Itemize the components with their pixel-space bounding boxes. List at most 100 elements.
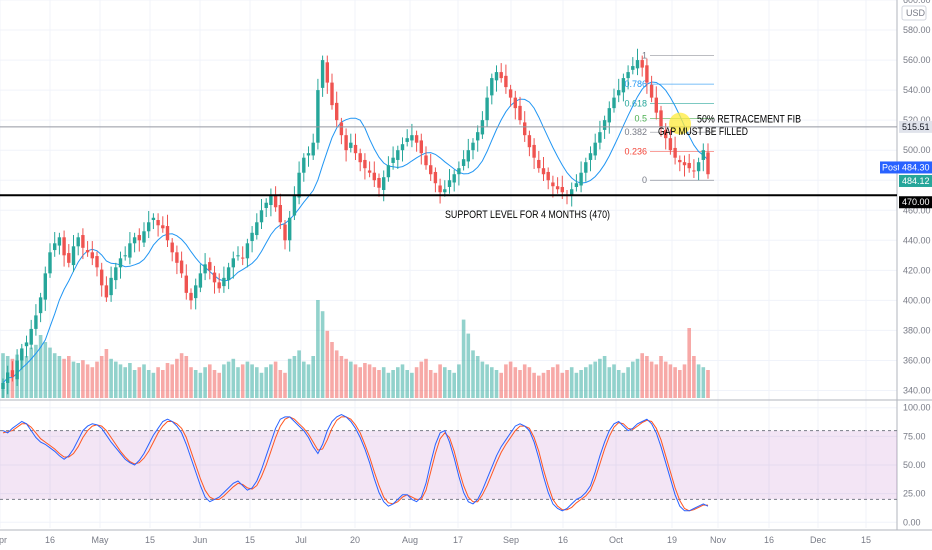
volume-bar bbox=[48, 347, 52, 398]
candle-body bbox=[692, 170, 696, 172]
candle bbox=[76, 232, 80, 256]
volume-bar bbox=[452, 372, 456, 398]
candle bbox=[231, 251, 235, 279]
candle bbox=[184, 264, 188, 300]
candle bbox=[269, 188, 273, 217]
candle bbox=[245, 238, 250, 268]
candle bbox=[635, 48, 640, 76]
volume-bar bbox=[673, 367, 677, 398]
candle bbox=[678, 155, 682, 172]
candle bbox=[593, 133, 597, 160]
candle bbox=[165, 214, 170, 248]
volume-bar bbox=[349, 361, 353, 398]
price-tick-label: 360.00 bbox=[903, 355, 931, 365]
candle bbox=[250, 226, 254, 253]
volume-bar bbox=[240, 364, 245, 398]
candle bbox=[344, 128, 348, 162]
volume-bar bbox=[631, 361, 635, 398]
candle bbox=[579, 161, 583, 193]
candle-body bbox=[236, 255, 240, 257]
candle bbox=[429, 153, 433, 181]
candle-body bbox=[579, 172, 583, 186]
time-tick-label: May bbox=[91, 535, 109, 545]
volume-bar bbox=[569, 367, 574, 398]
candle bbox=[194, 278, 198, 310]
candle bbox=[123, 246, 127, 261]
volume-bar bbox=[161, 370, 165, 398]
candle-body bbox=[241, 257, 245, 259]
volume-bar bbox=[508, 361, 513, 398]
volume-bar bbox=[682, 364, 687, 398]
volume-bar bbox=[532, 372, 536, 398]
candle bbox=[325, 55, 329, 94]
candle-body bbox=[15, 360, 19, 380]
candle bbox=[292, 186, 297, 221]
candle bbox=[377, 173, 381, 197]
volume-bar bbox=[494, 370, 499, 398]
candle bbox=[424, 146, 428, 170]
candle-body bbox=[43, 273, 47, 300]
candle bbox=[241, 246, 245, 266]
volume-bar bbox=[344, 358, 348, 398]
candle bbox=[372, 161, 376, 187]
candle-body bbox=[508, 89, 513, 98]
horizontal-levels[interactable] bbox=[0, 126, 897, 197]
time-axis[interactable]: Apr 16 May 15 Jun 15 Jul 20 Aug 17 Sep 16 Oct 19 Nov 16… bbox=[0, 535, 871, 545]
candle-body bbox=[396, 150, 400, 160]
stochastic-tick-label: 75.00 bbox=[903, 431, 926, 441]
candle bbox=[447, 168, 452, 194]
candle-body bbox=[226, 267, 231, 281]
candle bbox=[607, 101, 611, 134]
candle-body bbox=[457, 168, 461, 175]
candle bbox=[485, 86, 489, 127]
candle-body bbox=[626, 72, 630, 79]
volume-bar bbox=[278, 370, 283, 398]
post-tag: Post 484.30 bbox=[880, 161, 932, 174]
candle-body bbox=[203, 264, 207, 274]
volume-bar bbox=[20, 350, 24, 398]
candle-body bbox=[429, 165, 433, 175]
stochastic-tick-label: 100.00 bbox=[903, 403, 931, 413]
volume-bar bbox=[475, 356, 480, 398]
volume-bar bbox=[598, 358, 602, 398]
candle-body bbox=[264, 202, 268, 209]
price-axis[interactable]: 340.00 360.00 380.00 400.00 420.00 440.00 460.… bbox=[901, 0, 931, 527]
volume-bar bbox=[419, 361, 424, 398]
volume-bar bbox=[67, 356, 71, 398]
candle-body bbox=[349, 142, 353, 148]
candle-body bbox=[518, 105, 522, 121]
price-tick-label: 520.00 bbox=[903, 115, 931, 125]
candle-body bbox=[701, 150, 705, 160]
candle bbox=[278, 193, 282, 230]
candle-body bbox=[311, 142, 315, 156]
volume-bar bbox=[466, 333, 471, 398]
candle bbox=[320, 55, 325, 97]
candle-body bbox=[400, 144, 405, 151]
volume-bar bbox=[433, 372, 438, 398]
volume-bar bbox=[104, 349, 109, 398]
candle-body bbox=[259, 210, 264, 223]
candle-body bbox=[175, 252, 179, 263]
volume-bar bbox=[118, 364, 123, 398]
volume-bar bbox=[574, 372, 579, 398]
candle-body bbox=[447, 180, 452, 187]
volume-bar bbox=[602, 356, 607, 398]
candle bbox=[95, 251, 99, 277]
candle bbox=[386, 156, 391, 182]
candle-body bbox=[217, 282, 221, 289]
volume-bar bbox=[485, 364, 489, 398]
fib-retracement[interactable]: 1 0.786 0.618 0.5 0.382 0.236 0 bbox=[624, 51, 714, 186]
volume-bar bbox=[29, 347, 33, 398]
volume-bar bbox=[616, 370, 621, 398]
candle bbox=[443, 180, 447, 197]
candle bbox=[114, 262, 118, 290]
fib-level-label: 0 bbox=[642, 175, 647, 185]
price-tick-label: 500.00 bbox=[903, 145, 931, 155]
volume-bar bbox=[386, 372, 391, 398]
support-tag-bg bbox=[899, 196, 932, 209]
candle bbox=[668, 129, 673, 155]
volume-bar bbox=[325, 330, 330, 398]
stochastic-k-line bbox=[2, 414, 709, 512]
candle-body bbox=[584, 162, 588, 173]
